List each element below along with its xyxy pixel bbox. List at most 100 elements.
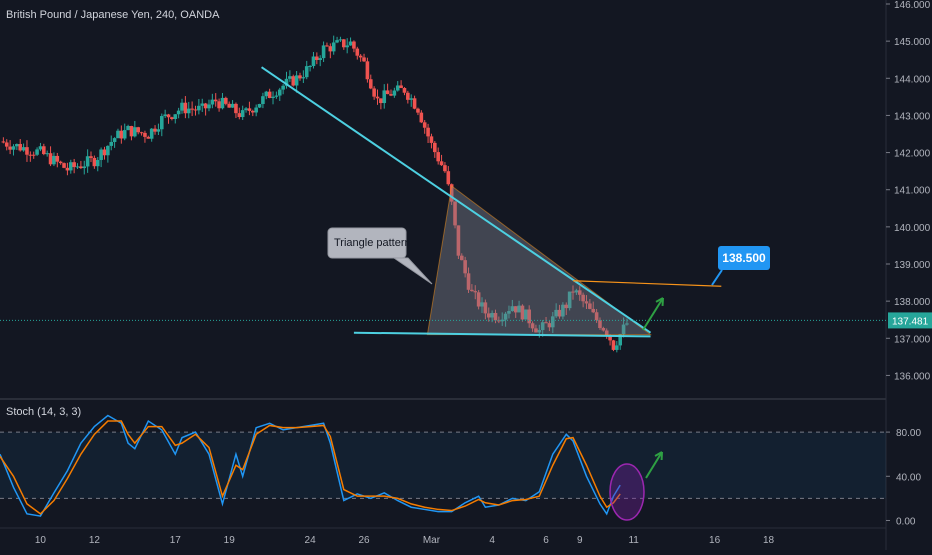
candle-body bbox=[433, 142, 437, 153]
candle-body bbox=[112, 138, 117, 142]
candle-body bbox=[38, 146, 43, 150]
time-tick-label: Mar bbox=[423, 535, 441, 546]
candle-body bbox=[68, 162, 73, 171]
candle-body bbox=[230, 103, 235, 108]
candle-body bbox=[55, 155, 60, 162]
candle-body bbox=[490, 312, 494, 318]
candle-body bbox=[503, 313, 508, 320]
candle-body bbox=[564, 304, 569, 309]
candle-body bbox=[554, 309, 558, 317]
candle-body bbox=[547, 323, 552, 328]
candle-body bbox=[129, 125, 134, 137]
candle-body bbox=[429, 136, 434, 143]
candle-body bbox=[476, 292, 481, 307]
candle-body bbox=[304, 66, 309, 78]
candle-body bbox=[470, 289, 474, 292]
price-tick-label: 145.000 bbox=[894, 37, 931, 48]
candle-body bbox=[264, 91, 269, 97]
stoch-tick-label: 80.00 bbox=[896, 428, 921, 439]
price-tick-label: 139.000 bbox=[894, 260, 931, 271]
price-tick-label: 140.000 bbox=[894, 223, 931, 234]
candle-body bbox=[240, 110, 245, 118]
candle-body bbox=[399, 85, 403, 88]
candle-body bbox=[217, 101, 221, 109]
time-tick-label: 18 bbox=[763, 535, 775, 546]
candle-body bbox=[416, 108, 420, 113]
stoch-highlight-ellipse bbox=[609, 463, 645, 521]
callout-box bbox=[327, 227, 407, 259]
candle-body bbox=[102, 149, 107, 156]
time-tick-label: 11 bbox=[628, 535, 639, 546]
candle-body bbox=[392, 90, 397, 96]
price-tick-label: 138.000 bbox=[894, 297, 931, 308]
candle-body bbox=[308, 66, 312, 68]
candle-body bbox=[79, 166, 83, 169]
candle-body bbox=[601, 327, 606, 331]
chart-title: British Pound / Japanese Yen, 240, OANDA bbox=[6, 9, 220, 21]
candle-body bbox=[109, 141, 114, 146]
price-arrow-head bbox=[655, 297, 664, 307]
candle-body bbox=[163, 114, 167, 117]
stoch-k-line bbox=[0, 414, 621, 517]
candle-body bbox=[237, 113, 242, 118]
candle-body bbox=[311, 56, 316, 67]
candle-body bbox=[574, 290, 579, 293]
candle-body bbox=[1, 141, 6, 143]
price-label-text: 138.500 bbox=[722, 251, 766, 265]
candle-body bbox=[480, 302, 484, 307]
candle-body bbox=[31, 154, 36, 156]
candle-body bbox=[271, 96, 275, 98]
candle-body bbox=[149, 128, 154, 139]
candle-body bbox=[581, 294, 585, 302]
candle-body bbox=[406, 92, 410, 100]
time-tick-label: 19 bbox=[224, 535, 236, 546]
candle-body bbox=[466, 273, 471, 290]
candle-body bbox=[220, 97, 225, 109]
candle-body bbox=[200, 103, 205, 106]
price-tick-label: 143.000 bbox=[894, 111, 931, 122]
candle-body bbox=[257, 104, 262, 108]
candle-body bbox=[402, 87, 407, 93]
candle-body bbox=[446, 171, 451, 185]
candle-body bbox=[577, 290, 582, 295]
candle-body bbox=[227, 103, 232, 108]
candle-body bbox=[207, 104, 211, 109]
current-price-label: 137.481 bbox=[892, 316, 929, 327]
candle-body bbox=[342, 39, 346, 48]
time-tick-label: 9 bbox=[577, 535, 583, 546]
candle-body bbox=[143, 132, 147, 137]
candle-body bbox=[213, 99, 218, 102]
price-tick-label: 141.000 bbox=[894, 186, 931, 197]
candle-body bbox=[133, 127, 137, 137]
candle-body bbox=[618, 334, 622, 346]
candle-body bbox=[170, 117, 174, 119]
candle-body bbox=[284, 78, 289, 86]
candle-body bbox=[584, 301, 589, 304]
candle-body bbox=[422, 122, 427, 128]
candle-body bbox=[355, 48, 360, 56]
candle-body bbox=[173, 114, 178, 119]
price-tick-label: 144.000 bbox=[894, 74, 931, 85]
candle-body bbox=[92, 157, 97, 167]
candle-body bbox=[291, 76, 296, 86]
price-tick-label: 136.000 bbox=[894, 371, 931, 382]
candle-body bbox=[156, 129, 161, 132]
candle-body bbox=[419, 112, 424, 123]
candle-body bbox=[183, 102, 188, 114]
time-tick-label: 6 bbox=[543, 535, 549, 546]
candle-body bbox=[608, 335, 612, 341]
candle-body bbox=[315, 56, 319, 60]
candle-body bbox=[35, 149, 39, 155]
candle-body bbox=[534, 328, 538, 333]
candle-body bbox=[453, 201, 457, 226]
candle-body bbox=[62, 163, 66, 168]
candle-body bbox=[412, 98, 417, 109]
candle-body bbox=[530, 323, 535, 329]
time-tick-label: 10 bbox=[35, 535, 47, 546]
candle-body bbox=[21, 147, 26, 151]
candle-body bbox=[136, 127, 140, 133]
candle-body bbox=[439, 161, 444, 166]
